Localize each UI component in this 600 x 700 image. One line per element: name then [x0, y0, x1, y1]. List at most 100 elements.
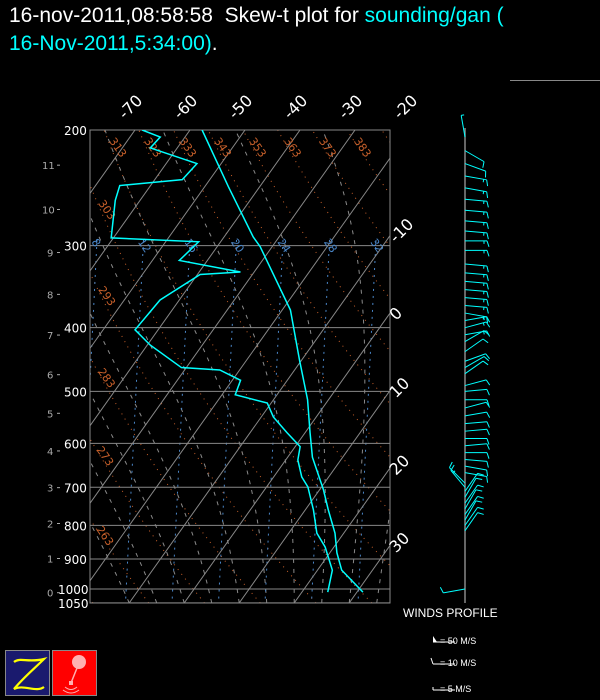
dry-adiabat	[90, 356, 261, 603]
mixing-ratio-line	[218, 239, 237, 603]
wind-barb-feather	[483, 330, 490, 336]
isotherm	[183, 312, 390, 603]
wind-barb	[464, 198, 487, 202]
wind-barb-feather	[486, 212, 489, 219]
dry-adiabat-label: 293	[95, 284, 118, 309]
wind-barb-feather	[486, 316, 491, 323]
wind-barb-feather	[450, 464, 455, 471]
wind-profile	[430, 114, 491, 691]
title-source: sounding/gan (	[364, 4, 504, 27]
divider-line	[510, 80, 600, 81]
wind-barb-feather	[482, 161, 485, 168]
isotherm-label-top: -30	[334, 91, 366, 123]
wind-barb	[464, 477, 477, 498]
dry-adiabat-label: 313	[106, 135, 129, 160]
pressure-label: 300	[64, 240, 87, 254]
dry-adiabat	[451, 130, 600, 603]
wind-barb	[464, 356, 485, 368]
isotherm	[404, 130, 600, 603]
wind-barb-feather	[486, 291, 489, 298]
isotherm-label-top: -50	[224, 91, 256, 123]
moist-adiabat	[90, 391, 185, 603]
balloon-icon	[62, 655, 86, 694]
isotherm-label-top: -70	[114, 91, 146, 123]
wind-barb-feather	[448, 461, 453, 468]
isotherm	[90, 130, 356, 505]
wind-barb	[464, 175, 487, 181]
wind-barb	[464, 230, 487, 234]
pressure-label: 700	[64, 481, 87, 495]
wind-barb	[464, 443, 487, 447]
wind-barb-feather	[486, 421, 490, 428]
wind-barb-feather	[486, 201, 489, 208]
mixing-ratio-label: 32	[368, 236, 387, 255]
wind-barb-feather	[486, 307, 489, 314]
isotherm	[293, 467, 390, 603]
wind-barb-feather	[486, 179, 489, 187]
legend-barb-feather	[430, 657, 434, 665]
height-label: 3	[47, 484, 53, 495]
wind-barb-feather	[477, 472, 484, 476]
wind-barb-feather	[477, 484, 484, 488]
dry-adiabat-label: 363	[281, 135, 304, 160]
wind-barb	[464, 353, 486, 362]
dry-adiabat-label: 273	[94, 444, 117, 469]
balloon-logo[interactable]	[52, 650, 97, 696]
wind-barb	[464, 338, 484, 353]
wind-barb	[449, 467, 466, 484]
isotherm	[90, 130, 301, 427]
dry-adiabat	[486, 130, 600, 603]
dry-adiabat	[416, 130, 600, 603]
wind-barb-feather	[475, 477, 483, 481]
wind-barb-feather	[486, 461, 489, 468]
pressure-label: 900	[64, 553, 87, 567]
pressure-label: 400	[64, 322, 87, 336]
wind-barb-feather	[486, 411, 491, 418]
wind-barb	[464, 500, 477, 521]
dry-adiabat-label: 283	[95, 366, 118, 391]
height-label: 5	[47, 409, 53, 420]
wind-barb	[464, 428, 487, 432]
wind-barb-feather	[483, 356, 490, 362]
wind-barb	[464, 472, 487, 477]
moist-adiabat	[376, 507, 390, 603]
isotherm	[90, 130, 191, 272]
isotherm-label-top: -20	[389, 91, 421, 123]
wind-barb-feather	[486, 438, 490, 445]
dry-adiabat	[103, 130, 390, 567]
wind-barb	[464, 297, 487, 301]
dry-adiabat-label: 323	[141, 135, 164, 160]
dry-adiabat-label: 353	[246, 135, 269, 160]
z-logo[interactable]	[5, 650, 50, 696]
wind-barb-feather	[439, 587, 444, 594]
title-source-time: 16-Nov-2011,5:34:00)	[9, 32, 212, 55]
wind-barb	[464, 507, 479, 526]
wind-barb-half-feather	[482, 191, 485, 195]
pressure-label: 200	[64, 124, 87, 138]
wind-barb-half-feather	[482, 322, 485, 326]
isotherm	[128, 234, 390, 603]
wind-barb-half-feather	[482, 179, 485, 183]
moist-adiabat	[404, 130, 480, 603]
wind-barb	[464, 321, 487, 329]
wind-barb-feather	[477, 512, 484, 515]
isotherm	[90, 157, 390, 582]
wind-barb-feather	[486, 240, 490, 248]
height-label: 2	[47, 519, 53, 530]
wind-barb-half-feather	[483, 317, 485, 321]
wind-barb-feather	[486, 443, 490, 450]
pressure-label: 1000	[58, 583, 89, 597]
height-label: 10	[42, 205, 55, 216]
pressure-label: 800	[64, 519, 87, 533]
pressure-label: 500	[64, 385, 87, 399]
wind-barb	[464, 512, 479, 531]
mixing-ratio-line	[311, 239, 330, 603]
dry-adiabat-label: 263	[94, 524, 117, 549]
wind-barb-feather	[477, 506, 484, 510]
dry-adiabat	[277, 130, 390, 300]
wind-barb	[464, 411, 487, 417]
wind-barb-feather	[486, 399, 490, 406]
isotherm	[90, 130, 246, 350]
wind-barb	[464, 489, 477, 510]
moist-adiabat	[234, 130, 326, 603]
